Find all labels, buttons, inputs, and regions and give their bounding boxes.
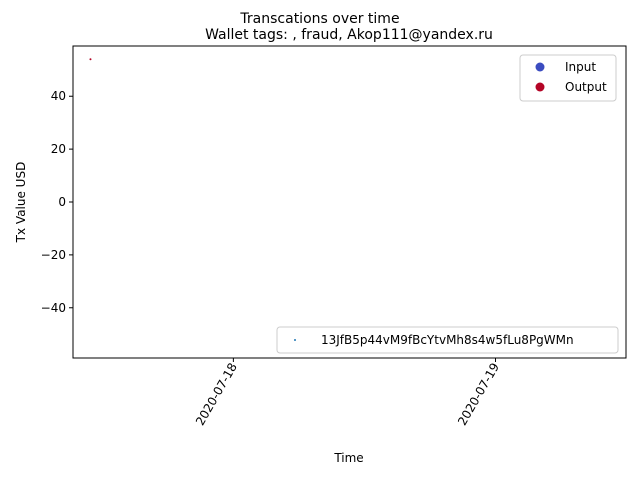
y-tick-label: 0 [58, 195, 66, 209]
legend-marker-wallet [294, 339, 296, 341]
x-tick-label: 2020-07-18 [193, 361, 240, 428]
legend-label-wallet: 13JfB5p44vM9fBcYtvMh8s4w5fLu8PgWMn [321, 333, 574, 347]
legend-box [276, 326, 619, 354]
legend-marker-input [535, 62, 545, 72]
y-tick-label: −20 [41, 248, 66, 262]
legend-label-input: Input [565, 60, 596, 74]
data-point-output [89, 58, 92, 61]
x-tick-label: 2020-07-19 [455, 361, 502, 428]
y-axis-label: Tx Value USD [14, 162, 28, 244]
x-axis-ticks: 2020-07-18 2020-07-19 [193, 358, 502, 428]
legend-label-output: Output [565, 80, 607, 94]
legend-marker-output [535, 82, 545, 92]
chart-suptitle: Transcations over time [239, 11, 399, 27]
y-tick-label: −40 [41, 301, 66, 315]
data-points [89, 58, 92, 61]
y-tick-label: 20 [51, 142, 66, 156]
chart-title: Wallet tags: , fraud, Akop111@yandex.ru [205, 27, 493, 43]
y-tick-label: 40 [51, 89, 66, 103]
x-axis-label: Time [333, 451, 363, 465]
y-axis-ticks: 40 20 0 −20 −40 [41, 89, 73, 315]
legend-lower-right: 13JfB5p44vM9fBcYtvMh8s4w5fLu8PgWMn [276, 326, 619, 354]
legend-top-right: Input Output [519, 54, 617, 102]
